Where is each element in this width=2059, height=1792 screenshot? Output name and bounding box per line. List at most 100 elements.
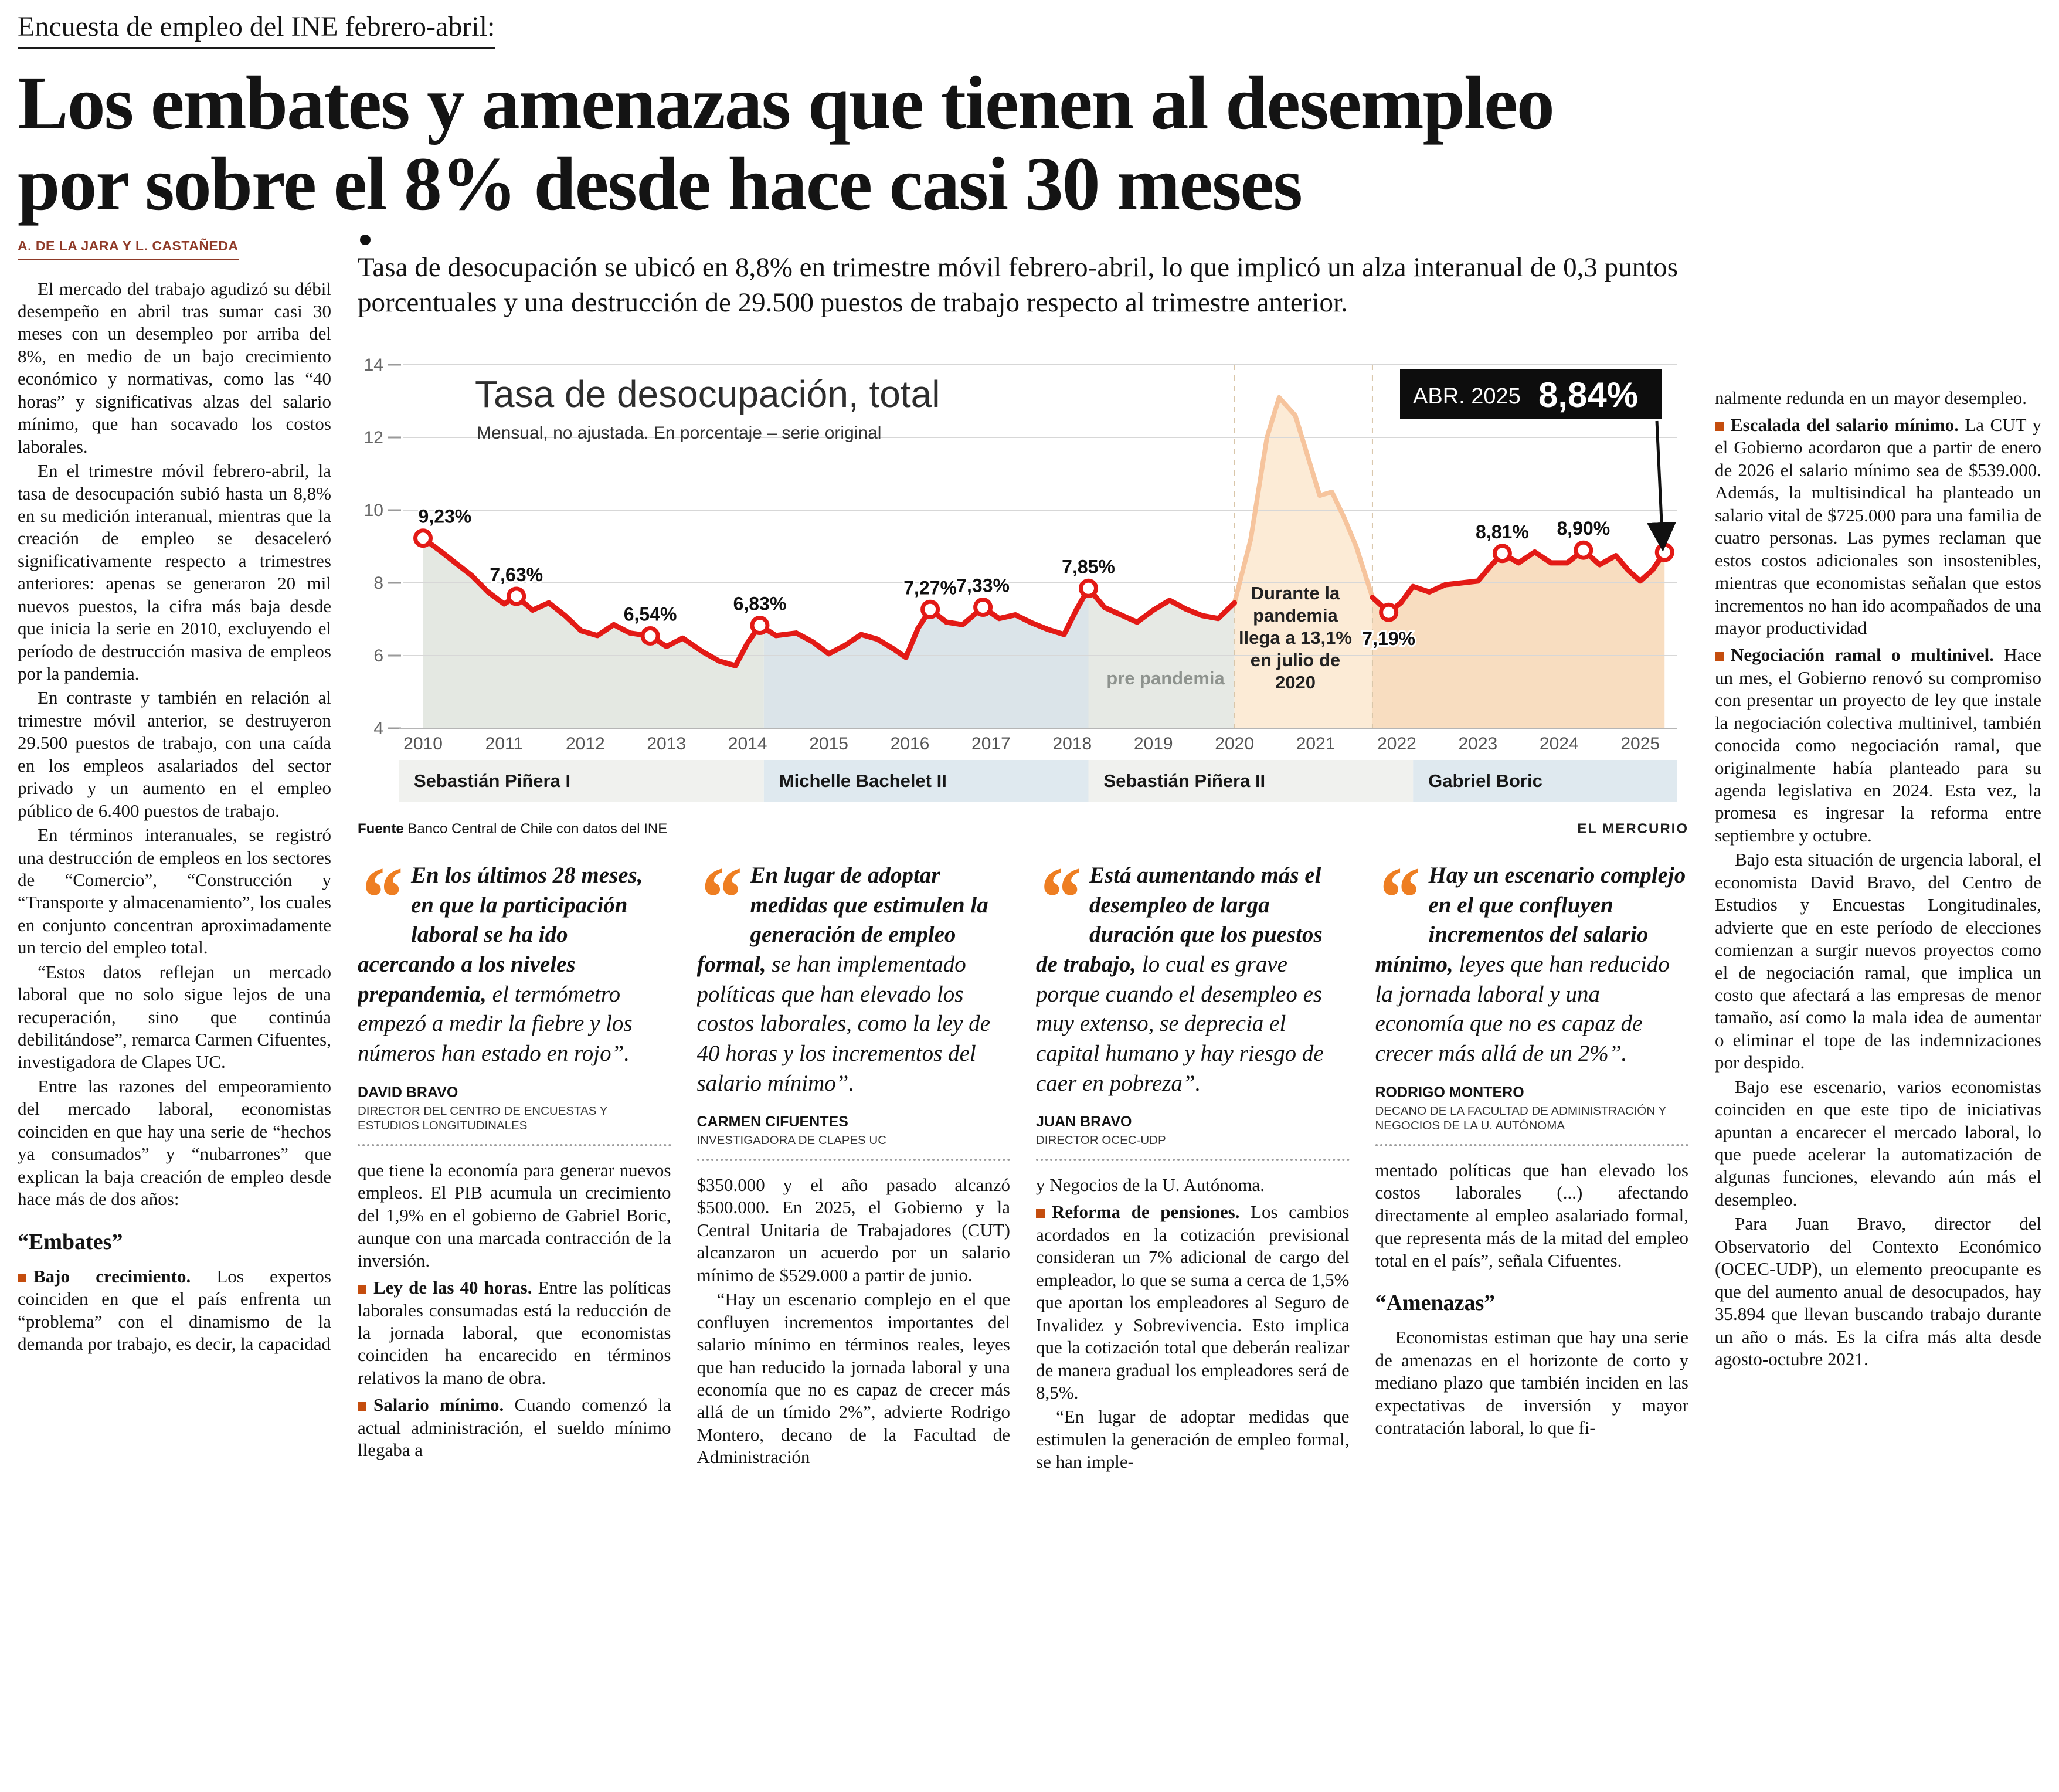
publication-credit: EL MERCURIO — [1577, 820, 1688, 837]
president-band — [1088, 759, 1414, 802]
x-tick-label: 2017 — [971, 734, 1011, 754]
left-column: A. DE LA JARA Y L. CASTAÑEDA El mercado … — [18, 235, 331, 1783]
quote-author-name: JUAN BRAVO — [1036, 1114, 1132, 1131]
body-paragraph: Entre las razones del empeoramiento del … — [18, 1075, 331, 1210]
quote-column: “En los últimos 28 meses, en que la part… — [358, 861, 671, 1475]
data-point-label: 9,23% — [419, 506, 472, 527]
quote-icon: “ — [696, 860, 741, 946]
data-point-marker — [1379, 602, 1399, 622]
data-point-label: 8,90% — [1557, 518, 1610, 539]
data-point-marker — [640, 626, 660, 646]
quote-column: “Hay un escenario complejo en el que con… — [1375, 860, 1689, 1475]
quote-author-name: CARMEN CIFUENTES — [696, 1114, 848, 1131]
body-paragraph: Escalada del salario mínimo. La CUT y el… — [1715, 415, 2041, 638]
x-tick-label: 2018 — [1052, 734, 1092, 754]
x-tick-label: 2020 — [1215, 734, 1254, 754]
data-point-marker — [1079, 578, 1099, 598]
body-paragraph: “Hay un escenario complejo en el que con… — [696, 1289, 1011, 1468]
quote-icon: “ — [358, 860, 402, 946]
quote-author-role: DIRECTOR DEL CENTRO DE ENCUESTAS Y ESTUD… — [358, 1104, 608, 1133]
x-tick-label: 2015 — [809, 734, 848, 754]
data-point-label: 7,33% — [956, 575, 1010, 596]
section-subhead: “Amenazas” — [1375, 1291, 1496, 1316]
quote-column: “En lugar de adoptar medidas que estimul… — [696, 860, 1011, 1475]
quote-author-role: DIRECTOR OCEC-UDP — [1036, 1133, 1166, 1148]
unemployment-chart-svg: 4 6 8 10 12 14 2010 2011 2012 2013 2014 2015 2016 201… — [364, 355, 1677, 802]
bullet-square-icon — [18, 1273, 26, 1282]
data-point-label: 7,27% — [903, 577, 957, 598]
chart-source: Fuente Banco Central de Chile con datos … — [358, 821, 667, 837]
badge-arrow — [1647, 420, 1677, 552]
right-column: nalmente redunda en un mayor desempleo. E… — [1715, 235, 2041, 1783]
data-point-label: 7,85% — [1062, 556, 1115, 577]
chart-title: Tasa de desocupación, total — [475, 373, 940, 415]
current-value-badge — [1400, 369, 1662, 419]
data-point-marker — [507, 586, 526, 606]
body-paragraph: Bajo esta situación de urgencia laboral,… — [1715, 849, 2041, 1073]
data-point-marker — [920, 599, 940, 619]
dotted-divider — [696, 1159, 1010, 1162]
quote-author-name: RODRIGO MONTERO — [1375, 1084, 1524, 1101]
lead-paragraph: Tasa de desocupación se ubicó en 8,8% en… — [358, 252, 1678, 318]
quote-text: “En los últimos 28 meses, en que la part… — [358, 860, 643, 1067]
x-tick-label: 2010 — [403, 734, 443, 754]
data-point-marker — [1492, 544, 1512, 564]
y-tick-label: 4 — [373, 719, 383, 738]
body-paragraph: Negociación ramal o multinivel. Hace un … — [1715, 644, 2041, 846]
president-name: Sebastián Piñera I — [414, 771, 570, 791]
quote-column-text: mentado políticas que han elevado los co… — [1375, 1159, 1689, 1439]
data-point-label: 6,54% — [624, 603, 677, 625]
quote-column-text: y Negocios de la U. Autónoma. Reforma de … — [1036, 1174, 1350, 1474]
bullet-square-icon — [1715, 652, 1724, 661]
body-paragraph: Para Juan Bravo, director del Observator… — [1715, 1213, 2041, 1369]
unemployment-chart: 4 6 8 10 12 14 2010 2011 2012 2013 2014 2015 2016 201… — [358, 353, 1688, 837]
x-tick-label: 2022 — [1377, 734, 1416, 754]
bullet-square-icon — [1036, 1209, 1045, 1219]
quote-column: “Está aumentando más el desempleo de lar… — [1036, 861, 1350, 1475]
body-paragraph: En el trimestre móvil febrero-abril, la … — [18, 460, 331, 684]
dotted-divider — [358, 1143, 671, 1146]
quote-column-text: $350.000 y el año pasado alcanzó $500.00… — [697, 1174, 1011, 1469]
president-band — [763, 759, 1089, 802]
badge-date-label: ABR. 2025 — [1413, 384, 1521, 409]
dotted-divider — [1375, 1143, 1688, 1146]
chart-source-row: Fuente Banco Central de Chile con datos … — [358, 821, 1688, 837]
president-name: Sebastián Piñera II — [1104, 771, 1266, 791]
data-point-label: 8,81% — [1476, 521, 1529, 542]
body-paragraph: que tiene la economía para generar nuevo… — [358, 1159, 671, 1271]
y-tick-label: 14 — [364, 355, 383, 375]
pandemic-annotation: Durante la pandemia llega a 13,1% en julio … — [1239, 583, 1352, 693]
data-point-label: 7,19% — [1362, 628, 1415, 649]
y-tick-label: 6 — [373, 646, 383, 666]
x-tick-label: 2019 — [1134, 734, 1173, 754]
body-paragraph: El mercado del trabajo agudizó su débil … — [18, 278, 331, 457]
period-area-fill — [763, 588, 1089, 728]
body-paragraph: Bajo crecimiento. Los expertos coinciden… — [18, 1265, 331, 1354]
quote-icon: “ — [1036, 860, 1080, 946]
x-tick-label: 2014 — [728, 734, 767, 754]
quote-author-role: DECANO DE LA FACULTAD DE ADMINISTRACIÓN … — [1375, 1104, 1666, 1133]
quote-column-text: que tiene la economía para generar nuevo… — [358, 1159, 671, 1462]
right-column-text: nalmente redunda en un mayor desempleo. E… — [1715, 387, 2041, 1371]
bullet-square-icon — [358, 1402, 366, 1411]
byline: A. DE LA JARA Y L. CASTAÑEDA — [18, 238, 239, 260]
article-body: A. DE LA JARA Y L. CASTAÑEDA El mercado … — [18, 234, 2041, 1783]
body-paragraph: y Negocios de la U. Autónoma. — [1036, 1175, 1265, 1196]
badge-value: 8,84% — [1538, 375, 1638, 415]
pandemic-line — [1232, 395, 1375, 606]
center-column: Tasa de desocupación se ubicó en 8,8% en… — [358, 234, 1688, 1783]
data-point-marker — [1574, 540, 1593, 560]
body-paragraph: “Estos datos reflejan un mercado laboral… — [18, 961, 331, 1073]
quote-text: “En lugar de adoptar medidas que estimul… — [696, 860, 990, 1096]
section-subhead: “Embates” — [18, 1229, 123, 1254]
body-paragraph: Economistas estiman que hay una serie de… — [1375, 1327, 1689, 1438]
body-paragraph: Reforma de pensiones. Los cambios acorda… — [1036, 1202, 1350, 1403]
quotes-section: “En los últimos 28 meses, en que la part… — [358, 861, 1688, 1475]
period-area-fill — [1234, 397, 1372, 728]
quote-icon: “ — [1375, 860, 1419, 946]
x-tick-label: 2012 — [566, 734, 605, 754]
body-paragraph: mentado políticas que han elevado los co… — [1375, 1159, 1689, 1271]
period-area-fill — [423, 538, 764, 728]
data-point-marker — [413, 528, 433, 548]
